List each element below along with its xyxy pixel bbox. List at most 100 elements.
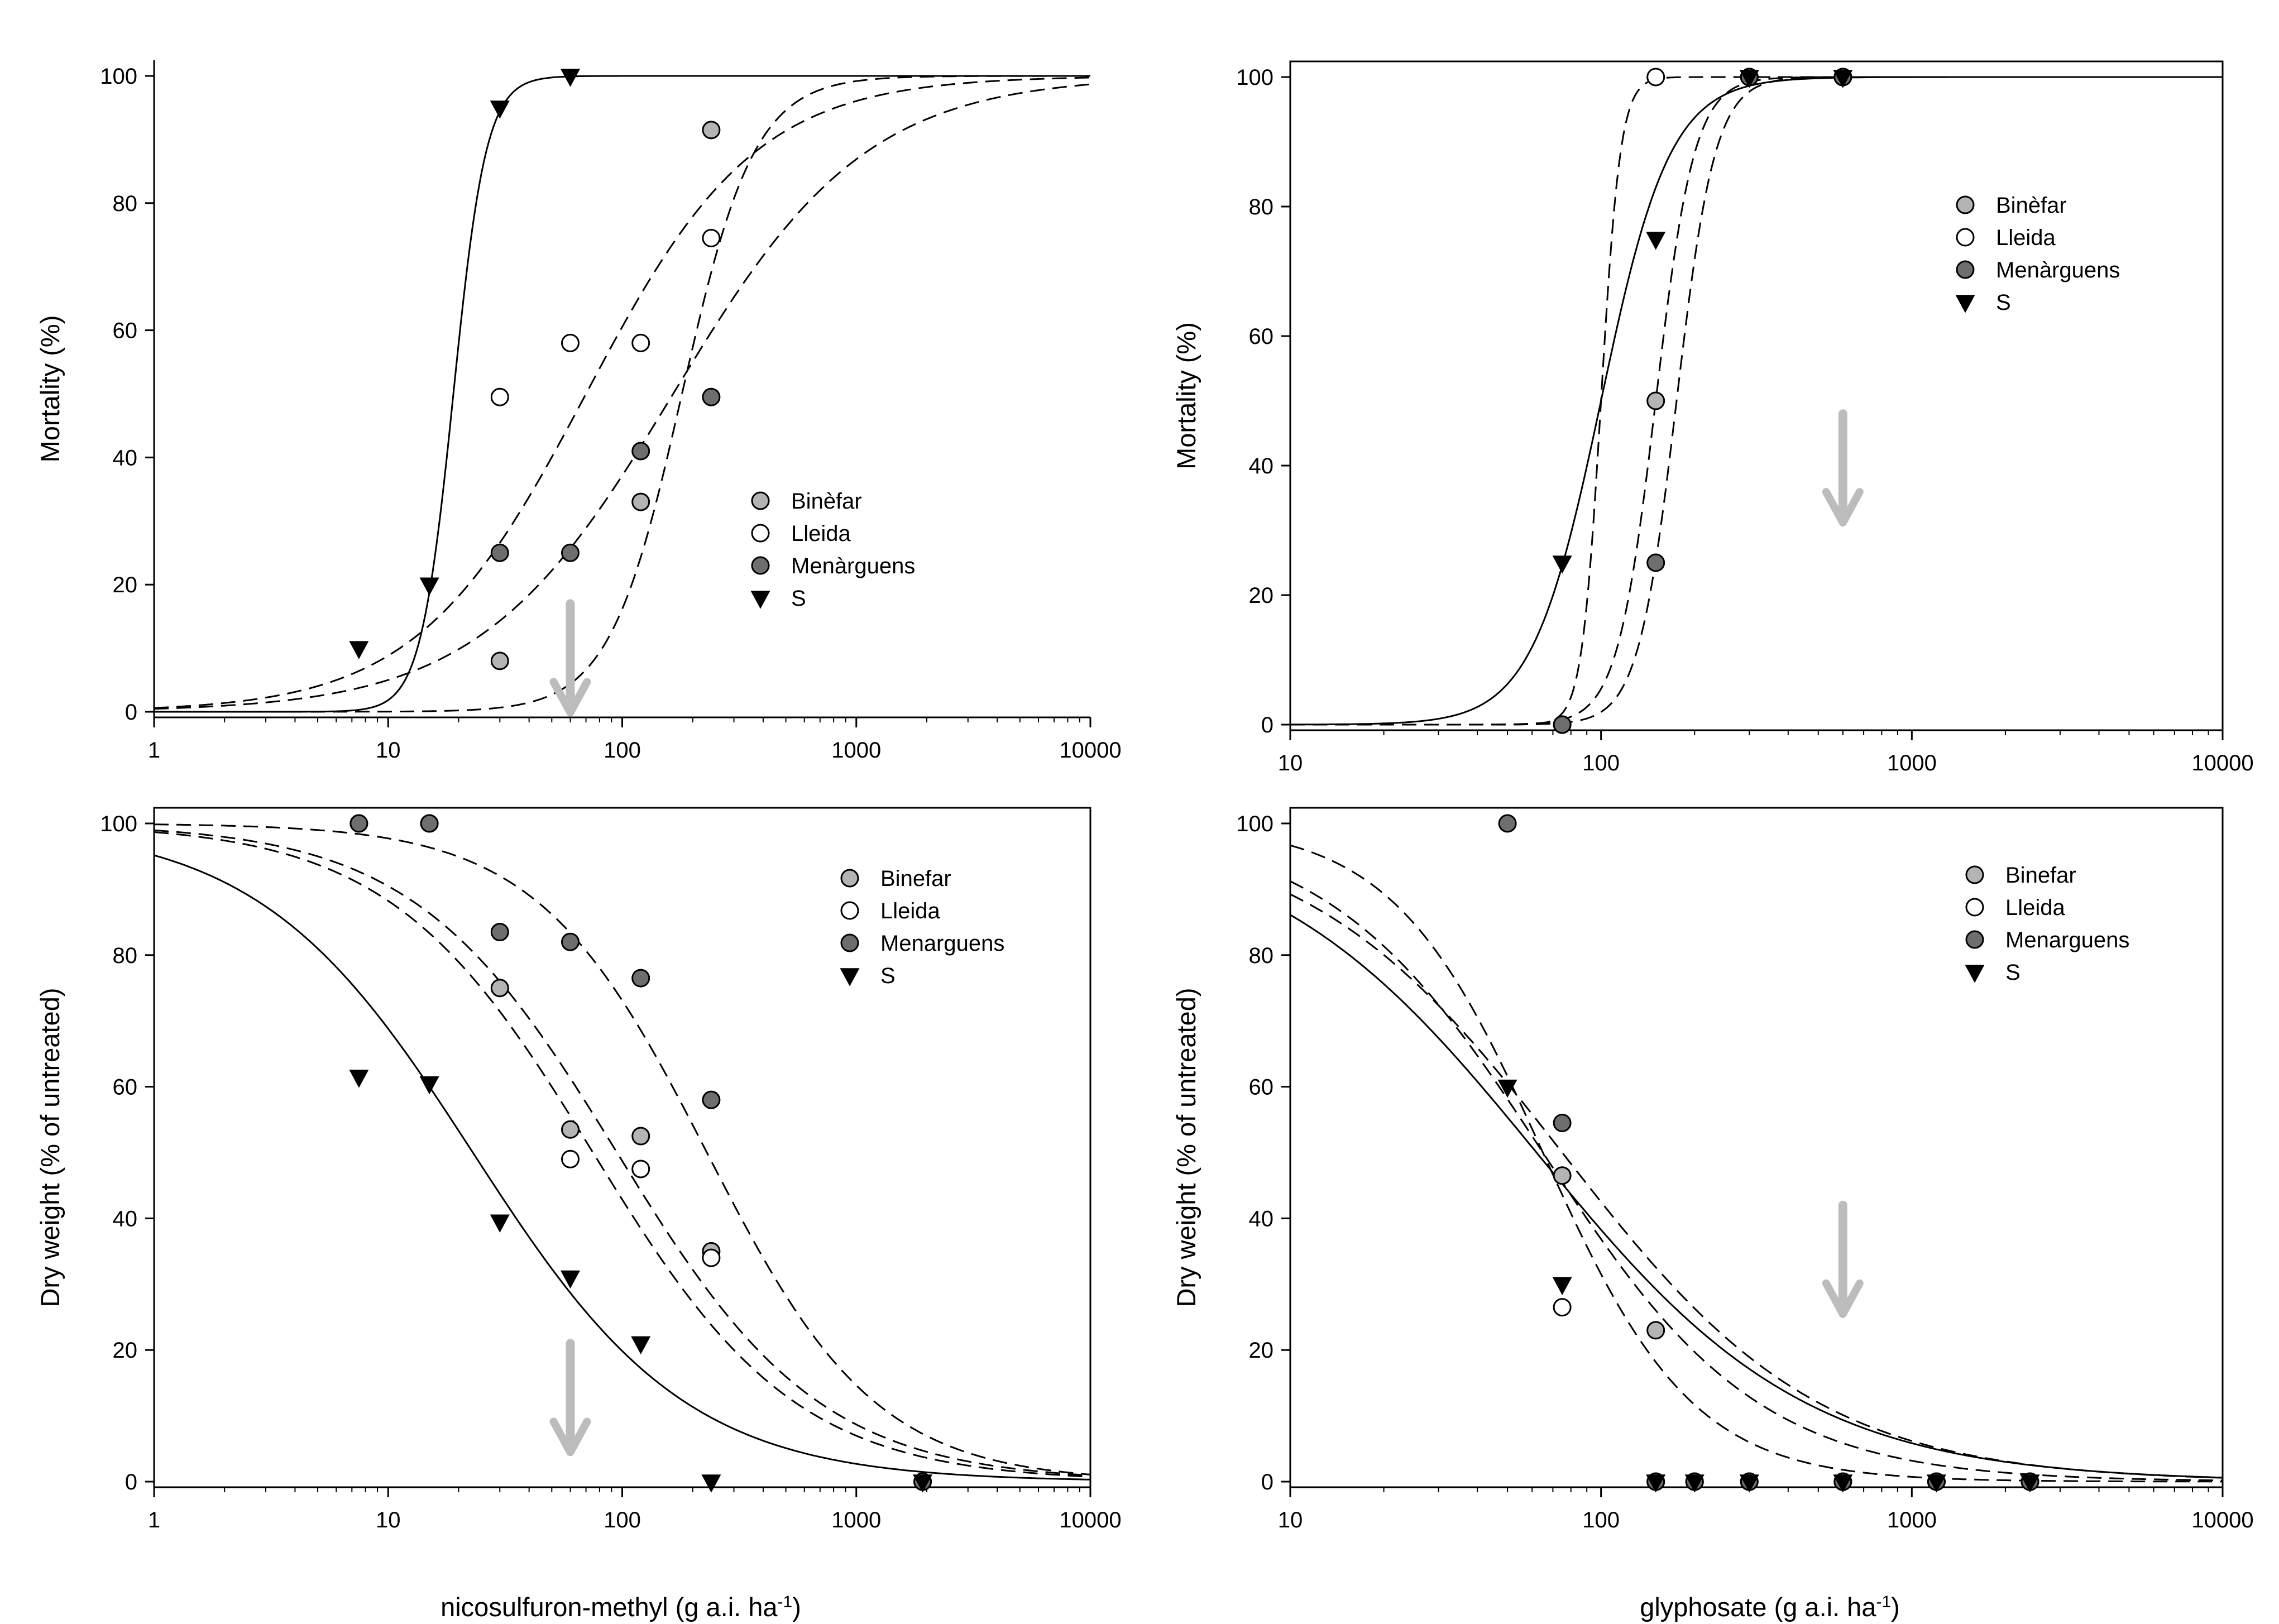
fit-curve-binefar — [1290, 76, 2223, 726]
legend-marker-lleida — [1965, 898, 1984, 917]
legend-marker-menarguens — [1965, 930, 1984, 949]
legend-marker-binefar — [840, 869, 859, 888]
x-tick-label: 100 — [1582, 1508, 1620, 1532]
x-tick-label: 1 — [148, 738, 160, 763]
y-axis-title: Mortality (%) — [1171, 322, 1201, 470]
data-point-s — [1646, 1474, 1666, 1493]
legend-label-lleida: Lleida — [2005, 895, 2066, 920]
x-tick-label: 10 — [376, 738, 401, 763]
data-point-s — [1926, 1474, 1946, 1493]
legend: Binefar Lleida Menarguens S — [840, 866, 1004, 988]
data-point-s — [1739, 1474, 1759, 1493]
data-point-s — [1739, 70, 1759, 88]
data-point-lleida — [561, 1149, 580, 1168]
data-point-menarguens — [631, 969, 650, 988]
data-point-s — [1552, 1277, 1572, 1295]
plot-frame — [153, 807, 1091, 1488]
data-point-binefar — [631, 492, 650, 511]
x-tick-label: 1000 — [831, 738, 881, 763]
legend-label-s: S — [2005, 960, 2021, 985]
x-tick-label: 10 — [1278, 1508, 1303, 1532]
legend-marker-s — [1955, 295, 1975, 313]
y-tick-label: 60 — [113, 1075, 138, 1100]
y-tick-label: 80 — [1249, 943, 1274, 968]
legend-marker-menarguens — [751, 556, 770, 575]
legend-label-lleida: Lleida — [1996, 226, 2056, 250]
y-tick-label: 20 — [1249, 583, 1274, 608]
x-tick-label: 1 — [148, 1508, 160, 1532]
x-tick-label: 100 — [604, 738, 641, 763]
y-tick-label: 0 — [1261, 1470, 1273, 1494]
y-tick-label: 60 — [1249, 324, 1274, 349]
y-tick-label: 60 — [1249, 1075, 1274, 1100]
data-point-binefar — [561, 1120, 580, 1139]
y-tick-label: 20 — [113, 1338, 138, 1363]
data-point-menarguens — [1553, 715, 1572, 734]
legend-marker-lleida — [751, 524, 770, 543]
data-point-lleida — [631, 333, 650, 352]
data-point-s — [1646, 232, 1666, 250]
data-point-lleida — [702, 1248, 721, 1267]
fit-curve-menarguens — [154, 83, 1091, 710]
fit-curve-binefar — [154, 829, 1091, 1477]
x-tick-label: 100 — [604, 1508, 641, 1532]
legend-label-s: S — [791, 586, 806, 611]
legend-marker-binefar — [751, 491, 770, 510]
y-tick-label: 100 — [1236, 812, 1273, 836]
legend-label-binefar: Binèfar — [791, 489, 862, 514]
legend: Binefar Lleida Menarguens S — [1965, 863, 2129, 985]
data-point-binefar — [490, 979, 509, 998]
data-point-lleida — [490, 387, 509, 406]
legend-marker-lleida — [840, 901, 859, 920]
data-point-s — [701, 1474, 721, 1493]
data-point-s — [1833, 70, 1853, 88]
data-point-binefar — [1646, 1321, 1665, 1340]
y-tick-label: 100 — [100, 812, 137, 836]
y-tick-label: 80 — [1249, 195, 1274, 219]
data-point-menarguens — [490, 543, 509, 562]
plot-frame — [1289, 807, 2224, 1488]
fit-curve-lleida — [1290, 76, 2223, 726]
data-point-s — [490, 1214, 510, 1233]
x-axis-title-nicosulfuron: nicosulfuron-methyl (g a.i. ha-1) — [441, 1592, 801, 1622]
fit-curve-binefar — [154, 75, 1090, 713]
y-tick-label: 40 — [1249, 1206, 1274, 1231]
fit-curve-s — [1290, 76, 2223, 726]
data-point-binefar — [1553, 1166, 1572, 1185]
data-point-s — [631, 1336, 651, 1355]
panel-dryweight-nicosulfuron: 0 20 40 60 80 100 1 10 100 1000 10000 Dry weight (%… — [35, 807, 1122, 1532]
data-point-menarguens — [1498, 814, 1517, 833]
legend-marker-binefar — [1956, 195, 1975, 214]
y-axis-title: Dry weight (% of untreated) — [35, 988, 65, 1307]
data-point-menarguens — [1553, 1113, 1572, 1132]
legend-marker-s — [840, 968, 860, 986]
legend-label-s: S — [1996, 290, 2011, 315]
legend-label-menarguens: Menarguens — [2005, 928, 2129, 952]
y-tick-label: 0 — [125, 1470, 137, 1494]
data-point-lleida — [561, 333, 580, 352]
plot-frame — [1289, 60, 2224, 731]
legend-label-menarguens: Menarguens — [880, 931, 1004, 956]
legend-marker-menarguens — [1956, 260, 1975, 279]
arrow-head — [549, 678, 591, 717]
data-point-binefar — [631, 1127, 650, 1146]
y-tick-label: 80 — [113, 943, 138, 968]
fit-curve-s — [1290, 914, 2223, 1479]
legend-label-s: S — [880, 964, 896, 988]
data-point-s — [1833, 1474, 1853, 1493]
x-tick-label: 10000 — [2191, 751, 2253, 775]
data-point-s — [490, 100, 510, 119]
data-point-menarguens — [1646, 553, 1665, 572]
data-point-s — [1684, 1474, 1705, 1493]
x-tick-label: 10000 — [1059, 1508, 1121, 1532]
fit-curve-binefar — [1290, 844, 2223, 1483]
data-point-menarguens — [420, 814, 439, 833]
x-tick-label: 100 — [1582, 751, 1620, 775]
data-point-lleida — [702, 228, 721, 247]
arrow-head — [549, 1417, 591, 1457]
y-axis-title: Dry weight (% of untreated) — [1171, 988, 1201, 1307]
legend-label-menarguens: Menàrguens — [1996, 258, 2120, 282]
x-axis-title-glyphosate: glyphosate (g a.i. ha-1) — [1640, 1592, 1900, 1622]
panel-mortality-glyphosate: 0 20 40 60 80 100 10 100 1000 10000 Mortality (%) B… — [1171, 60, 2254, 775]
